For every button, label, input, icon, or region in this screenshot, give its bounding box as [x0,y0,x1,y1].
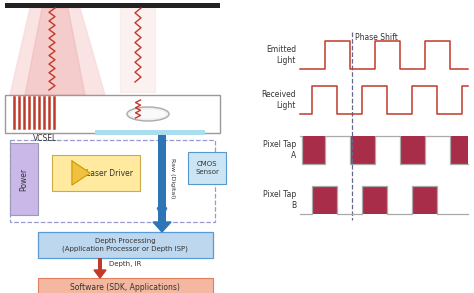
Bar [38,232,213,258]
Text: Phase Shift: Phase Shift [355,33,398,42]
Bar [312,186,337,214]
Bar [450,136,468,164]
Bar [95,130,205,135]
Bar [362,186,387,214]
Polygon shape [153,222,171,232]
Polygon shape [94,270,106,278]
Bar [98,258,102,270]
Bar [188,152,226,184]
Text: Software (SDK, Applications): Software (SDK, Applications) [70,282,180,292]
Bar [5,95,220,133]
Polygon shape [25,8,85,95]
Bar [52,155,140,191]
Text: VCSEL: VCSEL [33,134,57,143]
Text: Received
Light: Received Light [261,90,296,110]
Bar [350,136,375,164]
Bar [302,136,325,164]
Text: Laser Driver: Laser Driver [86,168,134,178]
Text: Raw (Digital): Raw (Digital) [170,158,175,198]
Polygon shape [72,161,90,185]
Bar [10,143,38,215]
Bar [38,278,213,293]
Ellipse shape [127,107,169,121]
Text: Emitted
Light: Emitted Light [266,45,296,65]
Text: CMOS
Sensor: CMOS Sensor [195,161,219,175]
Bar [400,136,425,164]
Bar [158,135,166,222]
Polygon shape [120,8,155,92]
Bar [10,140,215,222]
Bar [5,3,220,8]
Text: Power: Power [19,167,28,190]
Text: Depth, IR: Depth, IR [109,261,141,267]
Polygon shape [10,8,105,95]
Bar [412,186,437,214]
Ellipse shape [130,110,166,118]
Text: Depth Processing
(Application Processor or Depth ISP): Depth Processing (Application Processor … [62,238,188,252]
Text: Pixel Tap
B: Pixel Tap B [263,190,296,210]
Text: Pixel Tap
A: Pixel Tap A [263,140,296,160]
